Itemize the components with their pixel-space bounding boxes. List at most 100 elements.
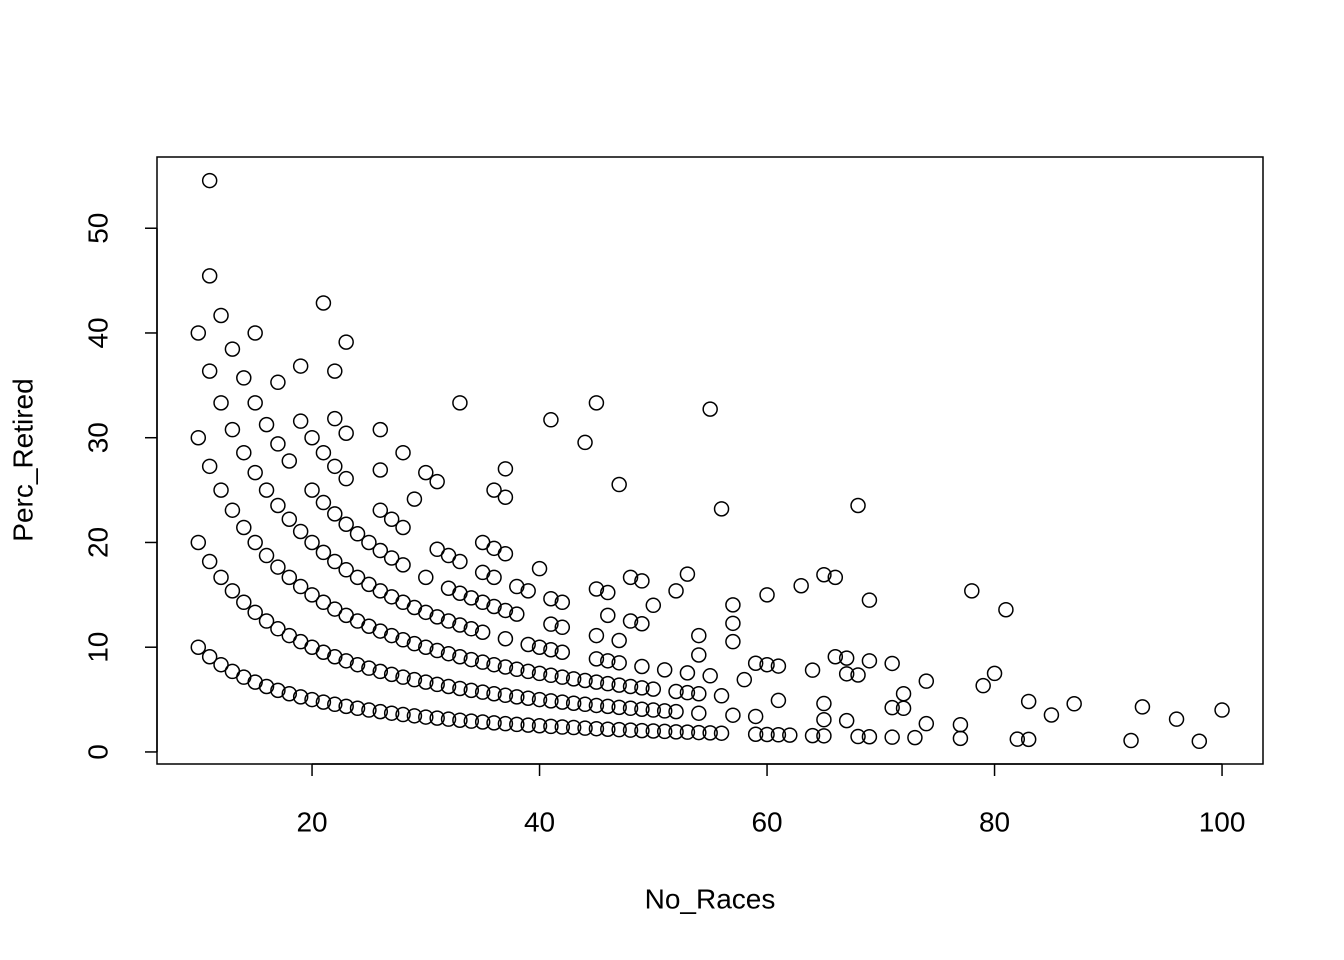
point [520,717,536,733]
point [588,720,605,737]
point [611,476,627,493]
x-tick-label: 100 [1199,806,1246,837]
point [588,697,605,714]
point [861,653,878,669]
point [486,715,502,731]
point [509,661,525,678]
point [327,553,343,570]
point [691,705,707,721]
point [224,421,241,438]
point [201,553,218,570]
x-tick-label: 20 [296,806,327,837]
point [611,699,627,716]
point [656,703,673,719]
point [497,602,514,619]
point [349,569,366,586]
point [406,708,423,724]
point [850,728,866,745]
point [747,655,764,671]
point [338,334,354,350]
point [292,689,309,705]
point [543,693,559,709]
point [395,519,411,536]
point [600,721,616,737]
point [213,569,229,586]
point [1214,702,1230,718]
point [634,615,650,632]
point [474,684,491,700]
point [725,707,741,723]
point [850,497,866,514]
point [440,711,457,727]
point [952,730,969,747]
point [838,712,855,729]
point [258,416,275,433]
point [327,410,343,427]
point [725,597,741,613]
point [440,678,457,695]
point [213,395,229,411]
point [850,667,866,683]
point [463,621,480,637]
point [668,683,684,700]
point [907,729,923,746]
point [418,639,434,655]
point [668,703,684,720]
point [554,669,571,685]
point [759,587,775,603]
point [520,690,536,706]
point [645,723,662,739]
point [679,566,696,582]
point [1020,731,1037,748]
point [452,617,468,633]
point [816,566,832,583]
point [543,616,559,632]
point [577,672,593,689]
point [281,453,298,469]
point [452,395,468,411]
point [691,724,707,741]
point [304,691,320,708]
point [622,722,639,738]
y-axis-label: Perc_Retired [7,378,38,541]
point [509,689,525,705]
point [201,458,218,475]
point [349,526,366,542]
point [247,534,263,551]
point [497,489,514,505]
point [395,632,411,648]
point [520,583,536,599]
plot-box [156,156,1264,765]
point [292,523,309,540]
point [611,721,627,738]
point [1134,699,1151,715]
point [281,511,298,527]
point [338,562,354,578]
point [304,429,320,446]
point [747,708,764,725]
point [668,724,684,740]
point [884,729,900,745]
point [565,695,582,711]
point [270,682,286,699]
point [213,482,229,498]
point [258,678,275,695]
point [247,325,263,341]
point [281,685,298,702]
point [645,702,662,718]
point [270,497,286,514]
point [656,662,673,678]
point [736,671,753,688]
point [770,692,787,709]
point [509,578,525,595]
point [520,663,536,680]
point [497,461,514,477]
point [713,688,730,704]
point [543,412,559,428]
point [452,680,468,697]
y-tick-label: 20 [82,527,113,558]
point [292,358,309,374]
y-tick-label: 50 [82,213,113,244]
point [327,458,343,475]
